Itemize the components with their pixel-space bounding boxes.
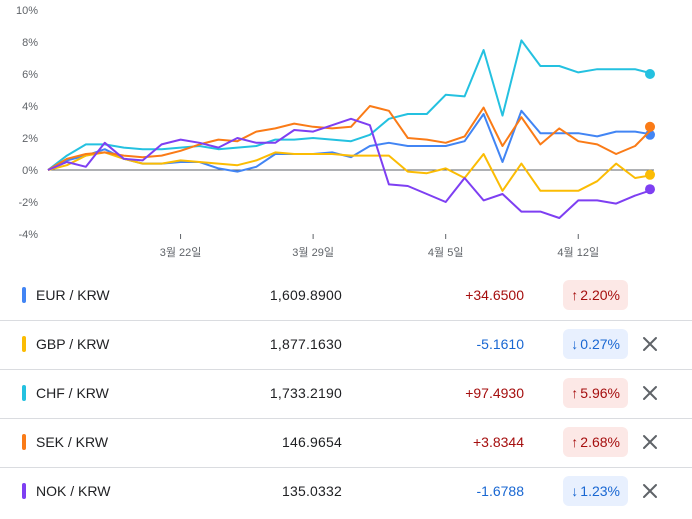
percent-change-value: 5.96% [580,385,620,401]
close-icon[interactable] [640,383,660,403]
close-icon[interactable] [640,334,660,354]
absolute-change-value: +34.6500 [465,287,524,303]
series-end-point-chf [645,69,655,79]
exchange-rate-value: 1,733.2190 [269,385,342,401]
arrow-down-icon: ↓ [571,483,579,499]
currency-row[interactable]: SEK / KRW 146.9654 +3.8344 ↑ 2.68% [0,419,692,468]
exchange-rate-value: 1,877.1630 [269,336,342,352]
x-tick-label: 4월 12일 [557,245,599,259]
y-tick-label: 2% [22,133,38,145]
arrow-down-icon: ↓ [571,336,579,352]
currency-pair-label: NOK / KRW [36,483,111,499]
absolute-change-value: -5.1610 [476,336,524,352]
currency-row[interactable]: GBP / KRW 1,877.1630 -5.1610 ↓ 0.27% [0,321,692,370]
y-tick-label: -2% [18,197,38,209]
comparison-line-chart: -4% -2% 0% 2% 4% 6% 8% 10% 3월 22일 3월 29일 4월 5일 4월 1… [16,5,655,259]
currency-pair-label: SEK / KRW [36,434,109,450]
y-tick-label: 4% [22,101,38,113]
absolute-change-value: -1.6788 [476,483,524,499]
percent-change-value: 2.20% [580,287,620,303]
series-line-gbp [47,151,655,192]
series-line-chf [47,39,655,171]
series-color-swatch [22,336,26,352]
x-tick-label: 4월 5일 [428,245,464,259]
percent-change-badge: ↓ 0.27% [563,329,628,359]
absolute-change-value: +97.4930 [465,385,524,401]
series-color-swatch [22,385,26,401]
currency-pair-label: CHF / KRW [36,385,109,401]
absolute-change-value: +3.8344 [473,434,524,450]
series-end-point-sek [645,121,655,132]
y-tick-label: 8% [22,37,38,49]
currency-row[interactable]: EUR / KRW 1,609.8900 +34.6500 ↑ 2.20% [0,272,692,321]
series-end-point-gbp [645,169,655,180]
arrow-up-icon: ↑ [571,287,579,303]
currency-row[interactable]: NOK / KRW 135.0332 -1.6788 ↓ 1.23% [0,468,692,516]
series-color-swatch [22,483,26,499]
currency-row[interactable]: CHF / KRW 1,733.2190 +97.4930 ↑ 5.96% [0,370,692,419]
percent-change-value: 0.27% [580,336,620,352]
exchange-rate-value: 135.0332 [282,483,342,499]
y-tick-label: 0% [22,165,38,177]
percent-change-badge: ↓ 1.23% [563,476,628,506]
series-color-swatch [22,287,26,303]
percent-change-value: 2.68% [580,434,620,450]
percent-change-badge: ↑ 2.68% [563,427,628,457]
currency-pair-label: GBP / KRW [36,336,110,352]
arrow-up-icon: ↑ [571,385,579,401]
x-tick-label: 3월 22일 [160,245,202,259]
close-icon[interactable] [640,481,660,501]
series-line-sek [47,105,655,171]
series-end-point-nok [645,184,655,195]
arrow-up-icon: ↑ [571,434,579,450]
y-tick-label: 10% [16,5,38,17]
y-tick-label: 6% [22,69,38,81]
x-tick-label: 3월 29일 [292,245,334,259]
currency-list: EUR / KRW 1,609.8900 +34.6500 ↑ 2.20% GBP / K… [0,272,692,516]
series-line-nok [47,117,655,219]
percent-change-value: 1.23% [580,483,620,499]
close-icon[interactable] [640,432,660,452]
exchange-rate-value: 1,609.8900 [269,287,342,303]
percent-change-badge: ↑ 5.96% [563,378,628,408]
exchange-rate-value: 146.9654 [282,434,342,450]
currency-pair-label: EUR / KRW [36,287,110,303]
percent-change-badge: ↑ 2.20% [563,280,628,310]
series-color-swatch [22,434,26,450]
y-tick-label: -4% [18,229,38,241]
